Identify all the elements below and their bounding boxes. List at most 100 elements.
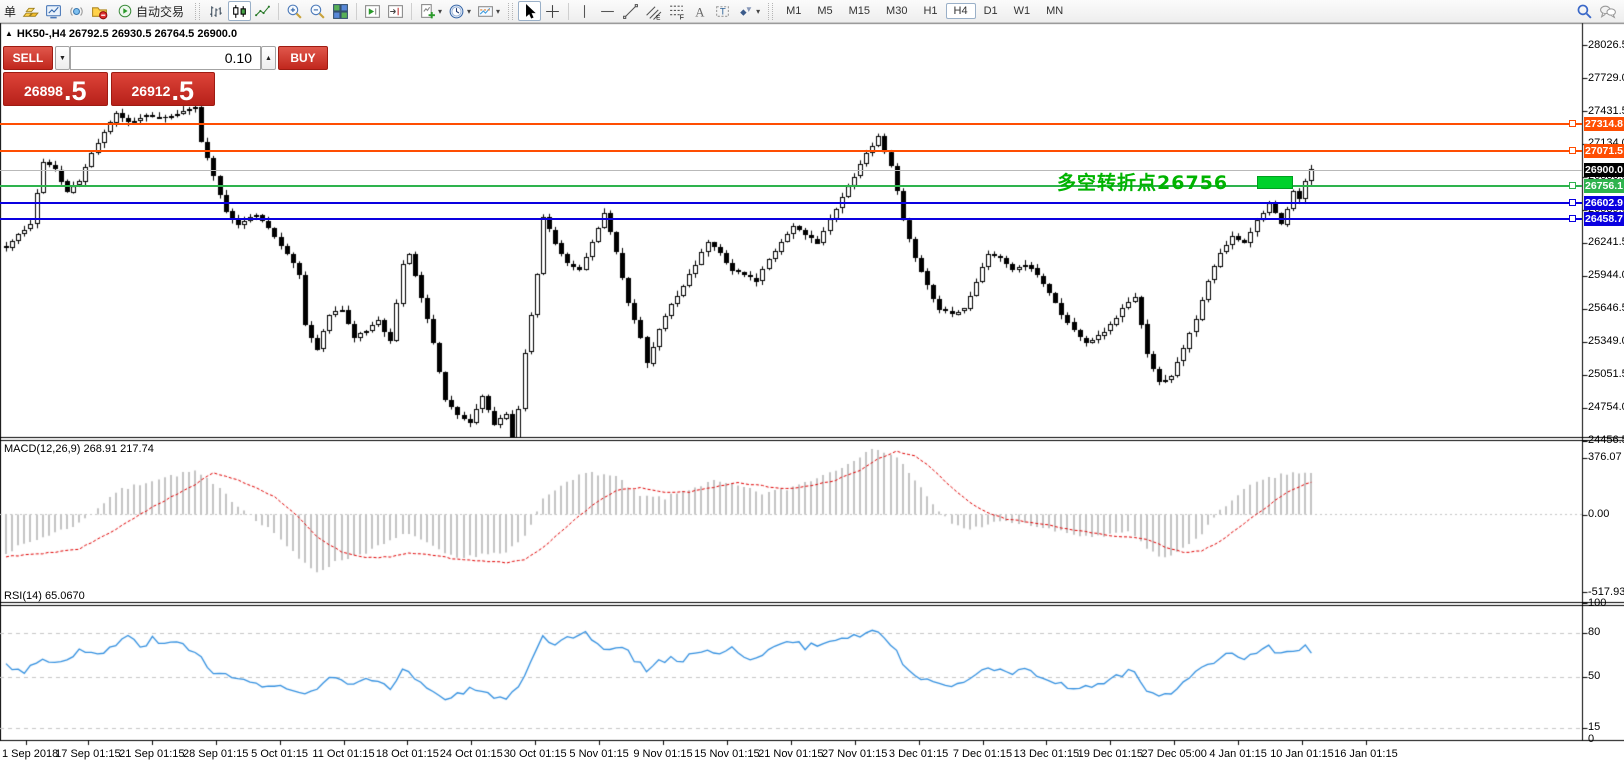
sell-price-pip: .5 xyxy=(63,76,87,106)
zoom-out-icon[interactable] xyxy=(306,1,329,21)
zoom-in-icon[interactable] xyxy=(283,1,306,21)
time-tick-label: 15 Nov 01:15 xyxy=(694,748,760,760)
vertical-line-icon[interactable] xyxy=(573,1,596,21)
text-label-icon[interactable]: T xyxy=(711,1,734,21)
level-line-handle[interactable] xyxy=(1569,215,1576,223)
volume-input[interactable] xyxy=(70,46,261,70)
one-click-trade-panel: SELL ▼ ▲ BUY 26898 .5 26912 .5 xyxy=(3,46,328,106)
new-order-button[interactable]: 单 xyxy=(4,4,17,19)
chart-title: ▲ HK50-,H4 26792.5 26930.5 26764.5 26900.… xyxy=(5,28,237,40)
level-line-handle[interactable] xyxy=(1569,147,1576,155)
bar-chart-icon[interactable] xyxy=(205,1,228,21)
toolbar-grip xyxy=(768,2,774,20)
level-line-26602.9[interactable] xyxy=(0,201,1582,204)
time-tick-label: 27 Nov 01:15 xyxy=(821,748,888,760)
buy-button[interactable]: BUY xyxy=(278,46,328,70)
timeframe-D1[interactable]: D1 xyxy=(983,5,998,17)
chat-icon[interactable] xyxy=(1596,1,1620,21)
timeframe-M15[interactable]: M15 xyxy=(848,5,871,17)
shapes-dropdown[interactable]: ▾ xyxy=(734,1,763,21)
buy-price-main: 26912 xyxy=(131,83,171,99)
text-icon[interactable]: A xyxy=(688,1,711,21)
svg-text:F: F xyxy=(680,14,684,20)
buy-price-pip: .5 xyxy=(171,76,194,106)
signals-icon[interactable] xyxy=(65,1,88,21)
timeframe-W1[interactable]: W1 xyxy=(1013,5,1031,17)
main-toolbar: 单 自动交易 ▾ ▾ xyxy=(0,0,1624,23)
level-line-27071.5[interactable] xyxy=(0,149,1582,152)
price-tick-label: 26241.5 xyxy=(1588,236,1624,249)
level-price-badge: 26756.1 xyxy=(1584,178,1624,193)
rsi-tick-label: 50 xyxy=(1588,670,1601,683)
price-tick-label: 25051.5 xyxy=(1588,368,1624,381)
level-line-handle[interactable] xyxy=(1569,199,1576,207)
svg-text:T: T xyxy=(720,6,726,17)
trendline-icon[interactable] xyxy=(619,1,642,21)
sell-price-box[interactable]: 26898 .5 xyxy=(3,72,108,106)
equidistant-channel-icon[interactable]: E xyxy=(642,1,665,21)
timeframe-M1[interactable]: M1 xyxy=(786,5,802,17)
time-tick-label: 28 Sep 01:15 xyxy=(182,748,249,760)
cursor-icon[interactable] xyxy=(518,1,542,21)
fibonacci-icon[interactable]: F xyxy=(665,1,688,21)
gold-bars-icon[interactable] xyxy=(19,1,42,21)
chevron-down-icon: ▾ xyxy=(438,6,443,16)
time-tick-label: 24 Oct 01:15 xyxy=(439,748,503,760)
price-tick-label: 27729.0 xyxy=(1588,71,1624,84)
toolbar-separator xyxy=(568,2,570,20)
periods-dropdown[interactable]: ▾ xyxy=(445,1,474,21)
rsi-tick-label: 100 xyxy=(1588,596,1607,609)
macd-tick-label: 376.07 xyxy=(1588,451,1622,464)
time-tick-label: 18 Oct 01:15 xyxy=(375,748,439,760)
horizontal-line-icon[interactable] xyxy=(596,1,619,21)
autotrading-button[interactable]: 自动交易 xyxy=(111,1,190,21)
level-line-handle[interactable] xyxy=(1569,120,1576,128)
level-line-handle[interactable] xyxy=(1569,182,1576,190)
market-icon[interactable] xyxy=(88,1,111,21)
toolbar-grip xyxy=(195,2,201,20)
templates-dropdown[interactable]: ▾ xyxy=(474,1,503,21)
pivot-annotation-text[interactable]: 多空转折点26756 xyxy=(1057,172,1229,194)
panel-collapse-icon[interactable]: ▲ xyxy=(5,29,13,38)
candlestick-chart-icon[interactable] xyxy=(228,1,252,21)
time-tick-label: 4 Jan 01:15 xyxy=(1209,748,1267,760)
buy-price-box[interactable]: 26912 .5 xyxy=(110,72,215,106)
search-icon[interactable] xyxy=(1573,1,1596,21)
toolbar-grip xyxy=(508,2,514,20)
svg-text:E: E xyxy=(656,14,660,20)
rsi-tick-label: 80 xyxy=(1588,626,1601,639)
timeframe-M5[interactable]: M5 xyxy=(817,5,833,17)
level-price-badge: 27314.8 xyxy=(1584,116,1624,131)
current-price-badge: 26900.0 xyxy=(1584,162,1624,177)
price-tick-label: 25349.0 xyxy=(1588,335,1624,348)
highlight-rectangle[interactable] xyxy=(1257,176,1293,189)
level-line-26756.1[interactable] xyxy=(0,184,1582,187)
terminal-icon[interactable] xyxy=(42,1,65,21)
tile-windows-icon[interactable] xyxy=(329,1,352,21)
current-price-line xyxy=(0,169,1582,171)
level-price-badge: 26602.9 xyxy=(1584,195,1624,210)
indicators-dropdown[interactable]: ▾ xyxy=(416,1,445,21)
time-tick-label: 5 Nov 01:15 xyxy=(569,748,629,760)
timeframe-MN[interactable]: MN xyxy=(1046,5,1064,17)
chevron-down-icon: ▾ xyxy=(756,6,761,16)
time-tick-label: 21 Nov 01:15 xyxy=(758,748,824,760)
price-tick-label: 24456.5 xyxy=(1588,434,1624,447)
volume-increase-button[interactable]: ▲ xyxy=(261,46,276,70)
rsi-tick-label: 0 xyxy=(1588,733,1595,745)
volume-decrease-button[interactable]: ▼ xyxy=(55,46,70,70)
chart-shift-icon[interactable] xyxy=(384,1,407,21)
timeframe-H1[interactable]: H1 xyxy=(923,5,938,17)
macd-label: MACD(12,26,9) 268.91 217.74 xyxy=(4,443,154,455)
timeframe-H4[interactable]: H4 xyxy=(945,3,976,19)
time-tick-label: 16 Jan 01:15 xyxy=(1334,748,1398,760)
level-line-26458.7[interactable] xyxy=(0,217,1582,220)
timeframe-M30[interactable]: M30 xyxy=(886,5,908,17)
crosshair-icon[interactable] xyxy=(541,1,564,21)
sell-button[interactable]: SELL xyxy=(3,46,53,70)
auto-scroll-icon[interactable] xyxy=(361,1,384,21)
price-tick-label: 24754.0 xyxy=(1588,401,1624,414)
line-chart-icon[interactable] xyxy=(251,1,274,21)
level-line-27314.8[interactable] xyxy=(0,122,1582,125)
